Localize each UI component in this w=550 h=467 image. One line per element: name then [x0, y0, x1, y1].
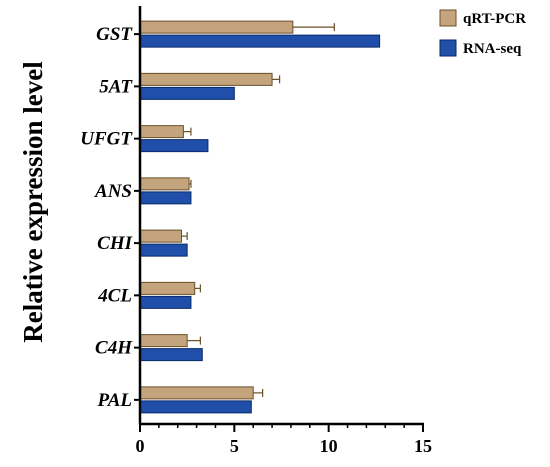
bars-layer [139, 20, 381, 414]
bar-rna-seq-ufgt [139, 139, 209, 153]
legend: qRT-PCR RNA-seq [439, 9, 526, 57]
error-bar-5at [272, 75, 281, 84]
legend-label-qrt-pcr: qRT-PCR [463, 11, 526, 27]
bar-qrt-pcr-5at [139, 72, 273, 86]
bar-qrt-pcr-4cl [139, 281, 196, 295]
x-tick-label: 5 [230, 436, 239, 456]
axes-layer: GST 5AT UFGT ANS CHI 4CL C4H PAL 0 5 10 15 [80, 6, 432, 456]
category-label-ufgt: UFGT [80, 129, 133, 150]
error-bar-4cl [194, 284, 201, 293]
x-tick-label: 0 [136, 436, 145, 456]
category-label-4cl: 4CL [97, 285, 132, 306]
category-label-chi: CHI [97, 233, 132, 254]
error-bar-gst [292, 23, 335, 32]
bar-qrt-pcr-chi [139, 229, 183, 243]
error-bar-c4h [187, 336, 201, 345]
bar-qrt-pcr-c4h [139, 334, 188, 348]
error-bar-pal [253, 388, 264, 397]
bar-rna-seq-5at [139, 86, 235, 100]
bar-qrt-pcr-gst [139, 20, 294, 34]
legend-swatch-qrt-pcr [439, 9, 457, 27]
y-axis-label: Relative expression level [18, 61, 48, 343]
bar-rna-seq-4cl [139, 295, 192, 309]
bar-qrt-pcr-ans [139, 177, 190, 191]
legend-label-rna-seq: RNA-seq [463, 41, 522, 57]
error-bar-chi [181, 232, 188, 241]
category-label-ans: ANS [94, 181, 132, 202]
x-tick-label: 10 [320, 436, 338, 456]
x-tick-label: 15 [414, 436, 432, 456]
bar-rna-seq-pal [139, 400, 252, 414]
bar-rna-seq-gst [139, 34, 381, 48]
bar-qrt-pcr-ufgt [139, 125, 184, 139]
bar-rna-seq-ans [139, 191, 192, 205]
legend-swatch-rna-seq [439, 39, 457, 57]
bar-rna-seq-c4h [139, 348, 203, 362]
bar-qrt-pcr-pal [139, 386, 254, 400]
error-bars-layer [181, 23, 335, 397]
category-label-pal: PAL [97, 390, 132, 411]
category-label-gst: GST [96, 24, 133, 45]
category-label-c4h: C4H [95, 338, 133, 359]
error-bar-ans [189, 179, 192, 188]
error-bar-ufgt [183, 127, 192, 136]
category-label-5at: 5AT [99, 76, 133, 97]
bar-rna-seq-chi [139, 243, 188, 257]
